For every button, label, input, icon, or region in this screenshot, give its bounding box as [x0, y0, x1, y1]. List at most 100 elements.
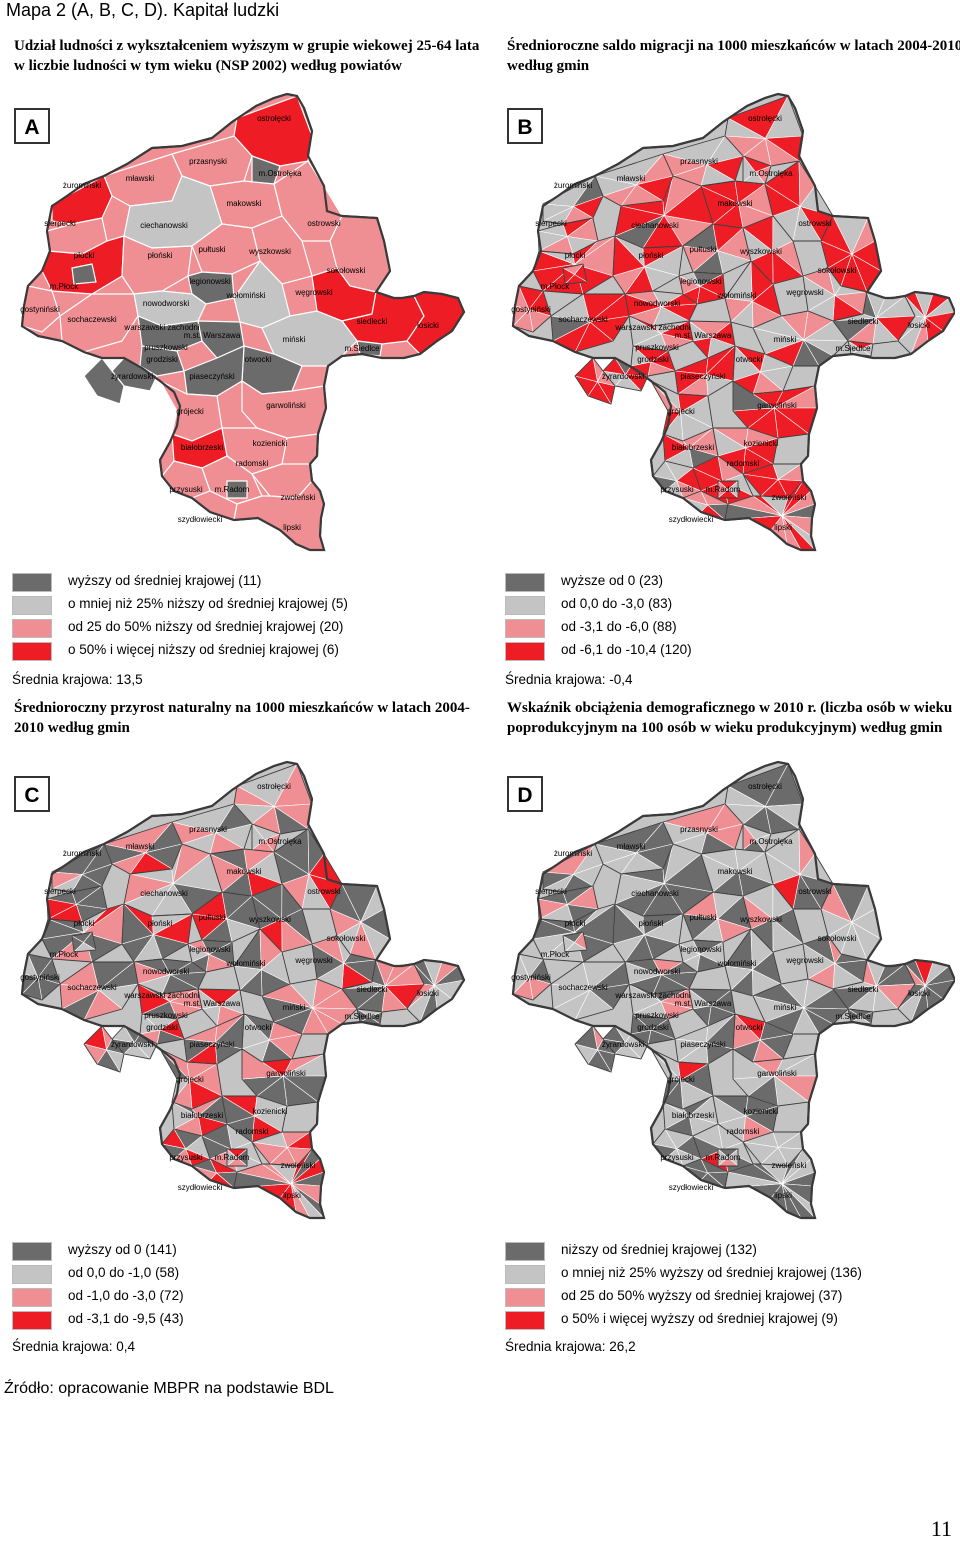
- district-label: żyrardowski: [111, 1040, 153, 1049]
- voivodeship-border: [511, 92, 955, 552]
- district-label: płoński: [148, 919, 173, 928]
- district-label: białobrzeski: [181, 443, 223, 452]
- district-label: gostyniński: [511, 973, 551, 982]
- page-number: 11: [930, 1516, 952, 1541]
- district-label: płoński: [639, 251, 664, 260]
- district-label: otwocki: [736, 1023, 763, 1032]
- district-label: sokołowski: [327, 934, 366, 943]
- district-label: miński: [283, 1003, 306, 1012]
- district-label: gostyniński: [20, 973, 60, 982]
- legend-swatch: [505, 619, 545, 638]
- district-label: m.Płock: [541, 950, 570, 959]
- district-label: zwoleński: [772, 493, 807, 502]
- district-border: [717, 480, 739, 499]
- legend-label: od -6,1 do -10,4 (120): [561, 642, 692, 657]
- district-label: m.Siedlce: [344, 344, 380, 353]
- district-label: otwocki: [736, 355, 763, 364]
- district-label: ciechanowski: [631, 221, 679, 230]
- district-label: sokołowski: [327, 266, 366, 275]
- legend-label: wyższy od 0 (141): [68, 1242, 177, 1257]
- district-label: kozienicki: [253, 1107, 288, 1116]
- district-label: białobrzeski: [181, 1111, 223, 1120]
- district-label: przysuski: [660, 485, 694, 494]
- district-label: m.st. Warszawa: [184, 331, 241, 340]
- legend-item: od -3,1 do -9,5 (43): [12, 1309, 482, 1332]
- legend-swatch: [505, 1288, 545, 1307]
- district-label: m.Ostrołęka: [749, 837, 793, 846]
- district-label: wołomiński: [225, 959, 265, 968]
- district-border: [356, 1008, 383, 1025]
- district-label: piaseczyński: [189, 1040, 235, 1049]
- district-label: żyrardowski: [602, 372, 644, 381]
- district-label: m.Radom: [215, 485, 250, 494]
- district-border: [847, 340, 874, 357]
- district-label: sokołowski: [818, 934, 857, 943]
- district-label: warszawski zachodni: [123, 323, 199, 332]
- district-label: pruszkowski: [635, 1011, 679, 1020]
- district-label: węgrowski: [294, 956, 333, 965]
- district-label: nowodworski: [634, 299, 680, 308]
- district-label: pułtuski: [198, 913, 225, 922]
- choropleth-map-b: ostrołęcki przasnyski m.Ostrołęka mławski żu…: [511, 92, 955, 552]
- legend-label: o 50% i więcej wyższy od średniej krajow…: [561, 1311, 838, 1326]
- district-label: legionowski: [680, 945, 722, 954]
- district-label: nowodworski: [143, 299, 189, 308]
- district-label: siedlecki: [848, 317, 879, 326]
- district-label: otwocki: [245, 355, 272, 364]
- district-label: makowski: [717, 199, 752, 208]
- district-label: lipski: [283, 523, 301, 532]
- district-label: wyszkowski: [248, 915, 291, 924]
- voivodeship-border: [20, 760, 466, 1220]
- legend-item: od -3,1 do -6,0 (88): [505, 617, 960, 640]
- legend-item: o mniej niż 25% wyższy od średniej krajo…: [505, 1263, 960, 1286]
- district-label: makowski: [717, 867, 752, 876]
- map-title-d: Wskaźnik obciążenia demograficznego w 20…: [507, 700, 953, 736]
- district-label: ostrowski: [798, 887, 832, 896]
- district-label: pruszkowski: [635, 343, 679, 352]
- district-region: [83, 357, 125, 405]
- map-panel-a: Udział ludności z wykształceniem wyższym…: [12, 36, 482, 706]
- district-label: m.Płock: [541, 282, 570, 291]
- legend-label: wyższe od 0 (23): [561, 573, 664, 588]
- legend-label: o mniej niż 25% niższy od średniej krajo…: [68, 596, 348, 611]
- district-region: [139, 345, 185, 377]
- district-label: płocki: [565, 251, 586, 260]
- district-label: grodziski: [146, 1023, 178, 1032]
- district-border: [139, 1013, 185, 1045]
- map-title-b: Średnioroczne saldo migracji na 1000 mie…: [507, 38, 960, 74]
- district-label: piaseczyński: [189, 372, 235, 381]
- district-label: pułtuski: [198, 245, 225, 254]
- district-label: m.Radom: [706, 1153, 741, 1162]
- legend-swatch: [505, 1265, 545, 1284]
- legend-item: od 0,0 do -1,0 (58): [12, 1263, 482, 1286]
- district-label: wołomiński: [225, 291, 265, 300]
- legend-item: od -1,0 do -3,0 (72): [12, 1286, 482, 1309]
- district-label: m.Siedlce: [344, 1012, 380, 1021]
- district-label: białobrzeski: [672, 443, 714, 452]
- district-label: siedlecki: [848, 985, 879, 994]
- document-title: Mapa 2 (A, B, C, D). Kapitał ludzki: [6, 0, 280, 20]
- district-label: warszawski zachodni: [614, 323, 690, 332]
- district-label: miński: [283, 335, 306, 344]
- district-label: mławski: [126, 174, 155, 183]
- legend-swatch: [12, 1311, 52, 1330]
- district-label: przasnyski: [189, 157, 227, 166]
- district-label: m.Radom: [706, 485, 741, 494]
- district-label: pułtuski: [689, 245, 716, 254]
- district-label: wołomiński: [716, 291, 756, 300]
- district-label: mławski: [126, 842, 155, 851]
- district-border: [562, 263, 588, 285]
- legend-swatch: [12, 642, 52, 661]
- district-label: siedlecki: [357, 985, 388, 994]
- district-label: sierpecki: [44, 887, 76, 896]
- district-label: radomski: [236, 459, 269, 468]
- legend-swatch: [12, 1242, 52, 1261]
- district-label: sierpecki: [44, 219, 76, 228]
- district-label: sochaczewski: [67, 315, 117, 324]
- district-label: garwoliński: [266, 401, 306, 410]
- district-label: radomski: [727, 1127, 760, 1136]
- district-label: gostyniński: [511, 305, 551, 314]
- district-label: wołomiński: [716, 959, 756, 968]
- district-label: garwoliński: [757, 401, 797, 410]
- legend-swatch: [12, 596, 52, 615]
